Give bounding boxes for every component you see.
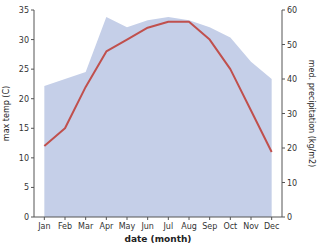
y2-axis-label: med. precipitation (kg/m2) bbox=[307, 60, 316, 167]
x-tick bbox=[189, 217, 190, 220]
x-tick-label: Mar bbox=[78, 222, 94, 231]
y-tick-label: 15 bbox=[19, 124, 29, 133]
x-tick-label: May bbox=[119, 222, 136, 231]
y-axis-line bbox=[34, 10, 35, 217]
chart-container: Jan Feb Mar Apr May Jun Jul Aug Sep Oct Nov Dec 0 5 10… bbox=[0, 0, 318, 247]
x-tick-label: Sep bbox=[202, 222, 217, 231]
x-tick-label: Aug bbox=[181, 222, 197, 231]
y-tick bbox=[31, 98, 34, 99]
x-tick bbox=[85, 217, 86, 220]
y-tick-label: 5 bbox=[24, 183, 29, 192]
x-tick bbox=[251, 217, 252, 220]
y2-tick-label: 50 bbox=[287, 41, 297, 50]
y2-tick-label: 60 bbox=[287, 6, 297, 15]
y2-tick-label: 40 bbox=[287, 75, 297, 84]
y-tick-label: 10 bbox=[19, 154, 29, 163]
y2-tick bbox=[282, 10, 285, 11]
y2-tick bbox=[282, 182, 285, 183]
y-tick bbox=[31, 69, 34, 70]
x-tick-label: Nov bbox=[243, 222, 259, 231]
y-tick bbox=[31, 157, 34, 158]
y2-tick bbox=[282, 113, 285, 114]
x-tick bbox=[209, 217, 210, 220]
x-tick-label: Jan bbox=[37, 222, 50, 231]
y2-tick bbox=[282, 148, 285, 149]
x-tick-label: Jul bbox=[163, 222, 174, 231]
y2-tick bbox=[282, 79, 285, 80]
y2-tick-label: 20 bbox=[287, 144, 297, 153]
x-tick-label: Feb bbox=[58, 222, 72, 231]
x-tick bbox=[127, 217, 128, 220]
y2-tick-label: 30 bbox=[287, 110, 297, 119]
temp-line bbox=[44, 22, 271, 152]
y-tick-label: 0 bbox=[24, 213, 29, 222]
y-tick-label: 20 bbox=[19, 95, 29, 104]
x-axis-line bbox=[34, 217, 282, 218]
x-tick-label: Dec bbox=[264, 222, 279, 231]
x-tick bbox=[168, 217, 169, 220]
y-tick bbox=[31, 217, 34, 218]
y2-tick-label: 10 bbox=[287, 179, 297, 188]
x-tick-label: Jun bbox=[140, 222, 154, 231]
y2-tick bbox=[282, 217, 285, 218]
x-tick bbox=[44, 217, 45, 220]
y2-tick-label: 0 bbox=[287, 213, 292, 222]
y-axis-label: max temp (C) bbox=[2, 86, 11, 141]
x-tick bbox=[106, 217, 107, 220]
chart: Jan Feb Mar Apr May Jun Jul Aug Sep Oct Nov Dec 0 5 10… bbox=[0, 0, 318, 247]
x-tick bbox=[271, 217, 272, 220]
y-tick bbox=[31, 39, 34, 40]
y-tick bbox=[31, 187, 34, 188]
y-tick-label: 35 bbox=[19, 6, 29, 15]
precip-area bbox=[44, 17, 271, 217]
y-tick-label: 25 bbox=[19, 65, 29, 74]
x-tick bbox=[230, 217, 231, 220]
y-tick-label: 30 bbox=[19, 36, 29, 45]
x-tick-label: Apr bbox=[99, 222, 114, 231]
y-tick bbox=[31, 128, 34, 129]
x-tick-label: Oct bbox=[223, 222, 237, 231]
plot-area bbox=[44, 17, 271, 217]
y-tick bbox=[31, 10, 34, 11]
x-tick bbox=[147, 217, 148, 220]
x-tick bbox=[65, 217, 66, 220]
x-axis-label: date (month) bbox=[125, 234, 192, 244]
y2-tick bbox=[282, 44, 285, 45]
